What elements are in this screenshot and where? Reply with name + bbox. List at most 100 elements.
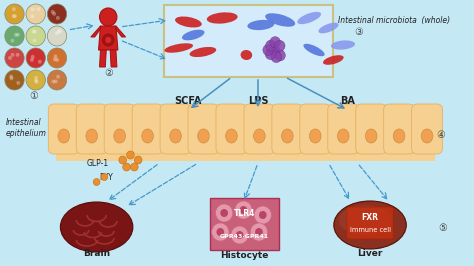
Bar (56, 126, 435, 161)
Circle shape (51, 10, 55, 14)
Ellipse shape (86, 129, 98, 143)
Circle shape (220, 209, 228, 217)
Circle shape (274, 40, 285, 51)
FancyBboxPatch shape (76, 104, 107, 154)
Circle shape (34, 76, 38, 80)
Ellipse shape (142, 129, 154, 143)
FancyBboxPatch shape (104, 104, 135, 154)
Ellipse shape (175, 16, 202, 27)
Circle shape (269, 45, 280, 56)
Circle shape (35, 80, 38, 84)
Circle shape (271, 52, 282, 63)
Circle shape (101, 173, 108, 181)
Ellipse shape (207, 12, 237, 24)
Ellipse shape (198, 129, 210, 143)
Circle shape (33, 39, 36, 43)
Ellipse shape (164, 43, 193, 53)
Circle shape (216, 204, 233, 222)
FancyBboxPatch shape (160, 104, 191, 154)
FancyBboxPatch shape (48, 104, 79, 154)
Circle shape (265, 49, 276, 60)
Circle shape (240, 206, 247, 214)
Circle shape (211, 223, 229, 241)
Circle shape (105, 37, 111, 43)
Circle shape (12, 7, 16, 11)
Circle shape (47, 70, 67, 90)
FancyBboxPatch shape (210, 198, 279, 250)
Ellipse shape (310, 129, 321, 143)
Circle shape (119, 156, 127, 164)
Circle shape (255, 228, 263, 236)
Circle shape (16, 33, 20, 37)
Circle shape (16, 53, 19, 57)
Circle shape (100, 8, 117, 26)
Ellipse shape (323, 55, 344, 65)
Text: Brain: Brain (83, 250, 110, 259)
Ellipse shape (265, 13, 295, 27)
Circle shape (47, 48, 67, 68)
Circle shape (102, 34, 114, 46)
Circle shape (26, 70, 46, 90)
Polygon shape (116, 26, 126, 37)
Text: Liver: Liver (357, 250, 383, 259)
Circle shape (30, 14, 34, 18)
Ellipse shape (319, 23, 338, 33)
Circle shape (36, 7, 40, 11)
Circle shape (58, 29, 62, 33)
Circle shape (55, 58, 59, 62)
Ellipse shape (254, 129, 265, 143)
Ellipse shape (241, 50, 252, 60)
Text: ②: ② (104, 68, 113, 78)
Circle shape (12, 14, 16, 18)
Circle shape (5, 70, 24, 90)
Ellipse shape (226, 129, 237, 143)
Circle shape (34, 79, 38, 83)
Text: TLR4: TLR4 (234, 209, 255, 218)
Circle shape (5, 4, 24, 24)
FancyBboxPatch shape (300, 104, 331, 154)
Circle shape (275, 50, 285, 61)
Circle shape (26, 26, 46, 46)
Text: ⑤: ⑤ (438, 223, 447, 233)
Circle shape (14, 33, 18, 37)
Circle shape (55, 31, 59, 35)
Text: Intestinal
epithelium: Intestinal epithelium (6, 118, 46, 138)
Ellipse shape (331, 40, 355, 50)
Ellipse shape (170, 129, 182, 143)
Circle shape (31, 30, 35, 34)
Ellipse shape (58, 129, 70, 143)
FancyBboxPatch shape (356, 104, 387, 154)
Circle shape (26, 48, 46, 68)
Polygon shape (91, 26, 100, 37)
FancyBboxPatch shape (383, 104, 415, 154)
Circle shape (254, 206, 272, 224)
Circle shape (130, 163, 138, 171)
Circle shape (5, 26, 24, 46)
Text: ①: ① (29, 91, 38, 101)
FancyBboxPatch shape (132, 104, 163, 154)
Circle shape (5, 48, 24, 68)
FancyBboxPatch shape (411, 104, 443, 154)
Ellipse shape (182, 30, 204, 40)
Circle shape (31, 55, 35, 59)
Text: FXR: FXR (362, 214, 379, 222)
Ellipse shape (334, 201, 406, 249)
Text: Histocyte: Histocyte (220, 251, 269, 260)
Circle shape (16, 81, 20, 85)
Ellipse shape (338, 205, 392, 235)
Text: PYY: PYY (100, 173, 113, 182)
Ellipse shape (190, 47, 216, 57)
Circle shape (93, 178, 100, 185)
Ellipse shape (247, 20, 274, 30)
Circle shape (9, 74, 13, 78)
Circle shape (52, 12, 56, 16)
Circle shape (26, 4, 46, 24)
Text: SCFA: SCFA (175, 96, 202, 106)
Circle shape (56, 75, 60, 79)
Ellipse shape (337, 129, 349, 143)
Ellipse shape (393, 129, 405, 143)
Ellipse shape (297, 12, 321, 24)
FancyBboxPatch shape (216, 104, 247, 154)
Ellipse shape (303, 44, 325, 56)
FancyBboxPatch shape (347, 207, 393, 239)
